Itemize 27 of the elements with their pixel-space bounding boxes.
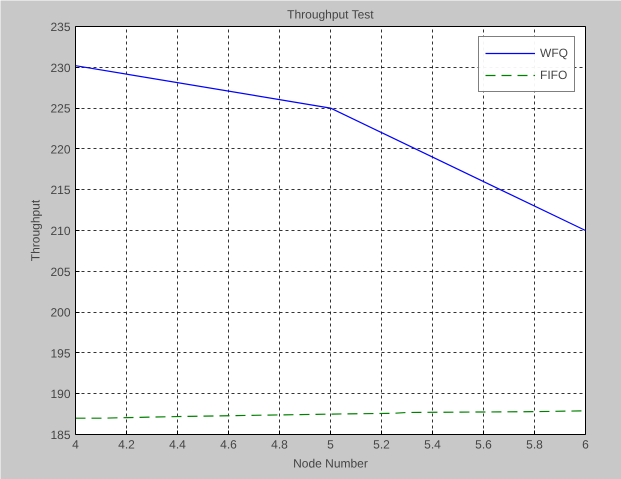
x-tick-label: 5.2 xyxy=(373,438,390,452)
x-tick-label: 4.4 xyxy=(169,438,186,452)
y-tick-label: 210 xyxy=(50,224,71,238)
y-tick-label: 230 xyxy=(50,60,71,75)
y-tick-label: 205 xyxy=(50,264,71,279)
y-axis-title: Throughput xyxy=(28,199,42,262)
y-tick-label: 225 xyxy=(50,102,71,116)
y-tick-label: 195 xyxy=(50,346,71,360)
legend-label: WFQ xyxy=(540,46,568,60)
x-axis-title: Node Number xyxy=(293,456,368,470)
chart-title: Throughput Test xyxy=(287,8,374,22)
x-tick-label: 5.8 xyxy=(526,438,544,452)
x-tick-label: 4 xyxy=(72,438,80,452)
x-tick-label: 5 xyxy=(327,438,334,452)
y-tick-label: 235 xyxy=(50,20,71,34)
x-tick-label: 4.8 xyxy=(271,438,288,452)
y-tick-label: 215 xyxy=(50,183,71,198)
y-tick-label: 185 xyxy=(50,428,71,442)
x-tick-label: 5.4 xyxy=(424,438,442,452)
x-tick-label: 4.6 xyxy=(220,438,238,452)
legend-label: FIFO xyxy=(540,68,568,82)
y-tick-label: 200 xyxy=(50,306,71,320)
y-tick-label: 190 xyxy=(50,387,71,402)
x-tick-label: 6 xyxy=(582,438,590,452)
y-tick-label: 220 xyxy=(50,142,71,156)
x-tick-label: 5.6 xyxy=(475,438,492,452)
x-tick-label: 4.2 xyxy=(118,438,136,452)
